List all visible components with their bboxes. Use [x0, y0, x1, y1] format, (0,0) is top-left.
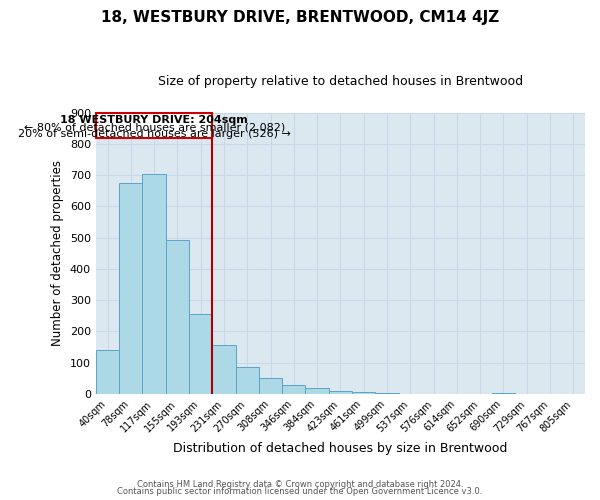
Bar	[96, 350, 119, 394]
Title: Size of property relative to detached houses in Brentwood: Size of property relative to detached ho…	[158, 75, 523, 88]
Bar	[142, 174, 166, 394]
Text: 18 WESTBURY DRIVE: 204sqm: 18 WESTBURY DRIVE: 204sqm	[61, 114, 248, 124]
Bar	[212, 346, 236, 394]
Bar	[189, 314, 212, 394]
Bar	[119, 183, 142, 394]
Bar	[329, 391, 352, 394]
FancyBboxPatch shape	[97, 113, 212, 138]
Text: ← 80% of detached houses are smaller (2,082): ← 80% of detached houses are smaller (2,…	[23, 122, 285, 132]
Y-axis label: Number of detached properties: Number of detached properties	[52, 160, 64, 346]
Bar	[236, 368, 259, 394]
Text: Contains public sector information licensed under the Open Government Licence v3: Contains public sector information licen…	[118, 488, 482, 496]
Text: 18, WESTBURY DRIVE, BRENTWOOD, CM14 4JZ: 18, WESTBURY DRIVE, BRENTWOOD, CM14 4JZ	[101, 10, 499, 25]
Bar	[282, 385, 305, 394]
Bar	[166, 240, 189, 394]
Bar	[305, 388, 329, 394]
X-axis label: Distribution of detached houses by size in Brentwood: Distribution of detached houses by size …	[173, 442, 508, 455]
Bar	[492, 393, 515, 394]
Bar	[259, 378, 282, 394]
Bar	[352, 392, 376, 394]
Text: Contains HM Land Registry data © Crown copyright and database right 2024.: Contains HM Land Registry data © Crown c…	[137, 480, 463, 489]
Text: 20% of semi-detached houses are larger (526) →: 20% of semi-detached houses are larger (…	[18, 129, 291, 139]
